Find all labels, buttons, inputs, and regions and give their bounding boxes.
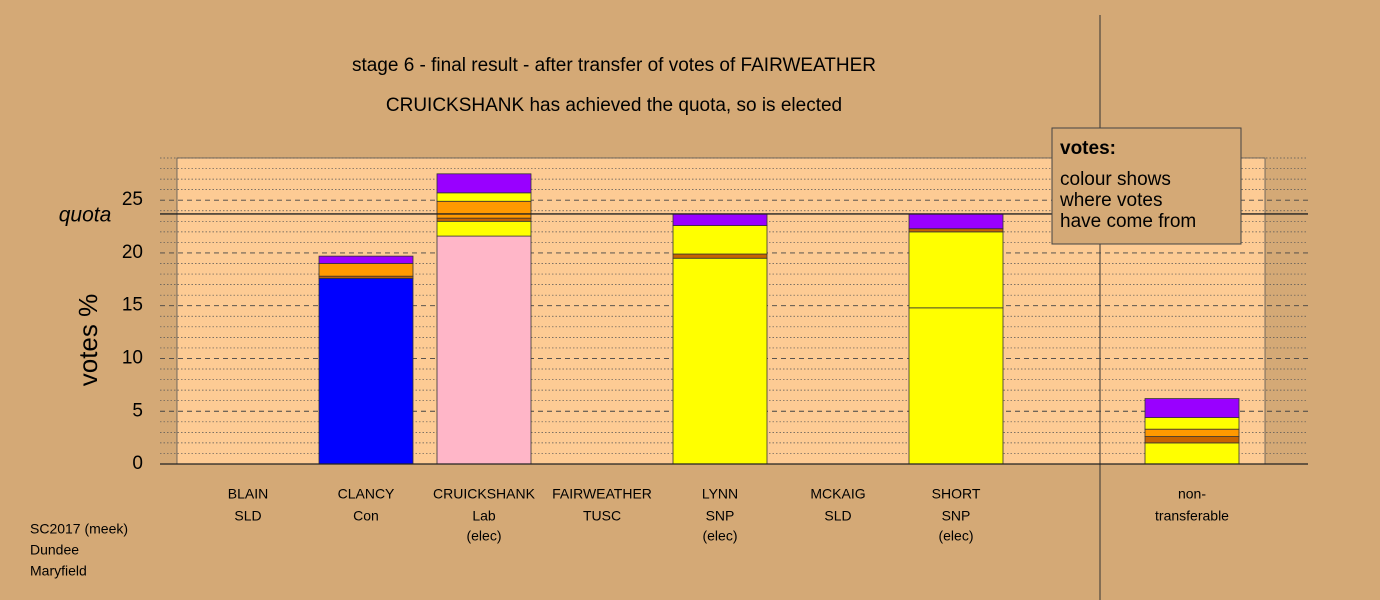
- x-tick-label: CRUICKSHANK: [433, 486, 536, 502]
- x-tick-label: LYNN: [702, 486, 738, 502]
- bar-segment: [908, 228, 1004, 233]
- bar-segment: [318, 263, 414, 277]
- bar-segment: [436, 220, 532, 237]
- y-tick-label: 5: [132, 400, 143, 421]
- x-tick-note: (elec): [938, 528, 973, 544]
- bar-segment: [672, 225, 768, 255]
- bar-segment: [1144, 436, 1240, 444]
- x-tick-label: FAIRWEATHER: [552, 486, 652, 502]
- bar-segment: [436, 192, 532, 202]
- bar-segment: [1144, 417, 1240, 430]
- bar-segment: [436, 235, 532, 465]
- bar-segment: [436, 217, 532, 222]
- legend-box: [1051, 127, 1242, 245]
- bar-segment: [672, 213, 768, 226]
- footnote: SC2017 (meek): [30, 521, 128, 537]
- x-tick-label: SLD: [234, 508, 261, 524]
- bar-segment: [672, 257, 768, 465]
- x-tick-label: transferable: [1155, 508, 1229, 524]
- bar-segment: [908, 213, 1004, 230]
- bar-segment: [1144, 398, 1240, 418]
- legend-text: have come from: [1060, 211, 1196, 232]
- bar-segment: [672, 253, 768, 259]
- x-tick-label: SNP: [706, 508, 735, 524]
- bar-segment: [318, 277, 414, 465]
- footnote: Dundee: [30, 542, 79, 558]
- footnote: Maryfield: [30, 563, 87, 579]
- y-tick-label: 25: [122, 189, 143, 210]
- x-tick-label: MCKAIG: [810, 486, 865, 502]
- y-tick-label: 0: [132, 453, 143, 474]
- x-tick-label: SNP: [942, 508, 971, 524]
- x-tick-label: BLAIN: [228, 486, 268, 502]
- legend-text: colour shows: [1060, 169, 1171, 190]
- y-tick-label: 20: [122, 242, 143, 263]
- quota-label: quota: [59, 204, 112, 227]
- bar-segment: [436, 200, 532, 219]
- x-tick-label: TUSC: [583, 508, 621, 524]
- x-tick-note: (elec): [702, 528, 737, 544]
- x-tick-label: SHORT: [932, 486, 981, 502]
- x-tick-label: SLD: [824, 508, 851, 524]
- bar-segment: [1144, 428, 1240, 437]
- chart-title: stage 6 - final result - after transfer …: [352, 55, 876, 76]
- y-tick-label: 10: [122, 347, 143, 368]
- y-axis-label: votes %: [73, 294, 103, 387]
- x-tick-label: non-: [1178, 486, 1206, 502]
- legend-title: votes:: [1060, 138, 1116, 159]
- bar-segment: [908, 231, 1004, 309]
- bar-segment: [908, 307, 1004, 465]
- x-tick-label: Con: [353, 508, 379, 524]
- legend-text: where votes: [1059, 190, 1162, 211]
- bar-segment: [318, 255, 414, 264]
- chart-subtitle: CRUICKSHANK has achieved the quota, so i…: [386, 95, 842, 116]
- x-tick-label: Lab: [472, 508, 496, 524]
- x-tick-label: CLANCY: [338, 486, 395, 502]
- bar-segment: [1144, 442, 1240, 465]
- bar-segment: [436, 173, 532, 194]
- y-tick-label: 15: [122, 295, 143, 316]
- x-tick-note: (elec): [466, 528, 501, 544]
